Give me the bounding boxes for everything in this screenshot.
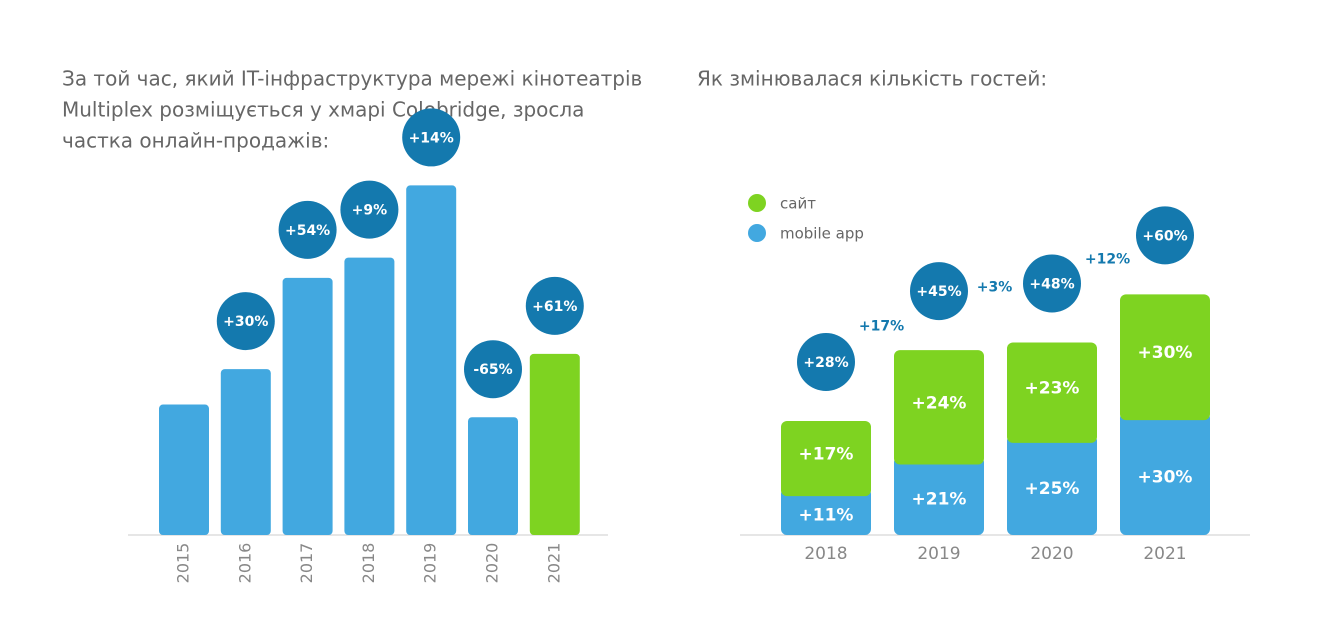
badge-label: +28%: [803, 355, 848, 371]
segment-label: +24%: [912, 393, 967, 413]
bar-segment: [1007, 434, 1097, 535]
bar: [344, 257, 395, 535]
badge-label: +60%: [1142, 228, 1187, 244]
bar-segment: [1007, 342, 1097, 443]
badge: [525, 276, 584, 335]
legend-swatch: [748, 224, 766, 242]
badge-label: +48%: [1029, 276, 1074, 292]
bar-segment: [894, 456, 984, 535]
bar: [529, 353, 580, 535]
segment-label: +30%: [1138, 468, 1193, 488]
segment-label: +23%: [1025, 379, 1080, 399]
bar-segment: [781, 488, 871, 535]
badge-label: +14%: [409, 130, 454, 146]
legend-label: mobile app: [780, 225, 864, 243]
x-tick-label: 2021: [544, 543, 563, 584]
segment-label: +11%: [799, 506, 854, 526]
bar: [159, 404, 209, 535]
x-tick-label: 2017: [297, 543, 316, 584]
bar: [406, 185, 457, 535]
legend-label: сайт: [780, 195, 816, 213]
chart-title: За той час, який IT-інфраструктура мереж…: [62, 67, 642, 91]
change-label: +17%: [859, 319, 904, 335]
bar-segment: [1120, 412, 1210, 535]
x-tick-label: 2016: [235, 543, 254, 584]
badge: [1023, 254, 1081, 313]
badge: [464, 340, 522, 399]
chart-title: Multiplex розміщується у хмарі Colobridg…: [62, 98, 584, 122]
x-tick-label: 2021: [1143, 544, 1186, 564]
change-label: +12%: [1085, 251, 1130, 267]
x-tick-label: 2019: [421, 543, 440, 584]
badge: [340, 180, 399, 239]
badge-label: +30%: [223, 314, 268, 330]
badge: [1136, 206, 1194, 265]
segment-label: +17%: [799, 445, 854, 465]
legend-swatch: [748, 194, 766, 212]
badge: [797, 333, 855, 391]
x-tick-label: 2015: [174, 543, 193, 584]
bar-segment: [1120, 294, 1210, 421]
segment-label: +25%: [1025, 479, 1080, 499]
x-tick-label: 2018: [804, 544, 847, 564]
x-tick-label: 2018: [359, 543, 378, 584]
badge: [402, 108, 461, 167]
x-tick-label: 2020: [483, 543, 502, 584]
badge-label: +45%: [916, 284, 961, 300]
bar-segment: [894, 350, 984, 465]
badge-label: +9%: [352, 203, 388, 219]
badge: [910, 262, 968, 321]
bar-segment: [781, 421, 871, 497]
bar: [220, 369, 271, 535]
bar: [282, 277, 333, 535]
x-tick-label: 2019: [917, 544, 960, 564]
segment-label: +30%: [1138, 343, 1193, 363]
change-label: +3%: [977, 279, 1013, 295]
badge: [278, 200, 337, 259]
badge-label: +61%: [532, 299, 577, 315]
badge: [216, 292, 275, 351]
segment-label: +21%: [912, 490, 967, 510]
bar: [468, 417, 518, 535]
chart-title: частка онлайн-продажів:: [62, 129, 329, 153]
x-tick-label: 2020: [1030, 544, 1073, 564]
chart-title: Як змінювалася кількість гостей:: [697, 67, 1047, 91]
badge-label: -65%: [473, 362, 512, 378]
badge-label: +54%: [285, 223, 330, 239]
